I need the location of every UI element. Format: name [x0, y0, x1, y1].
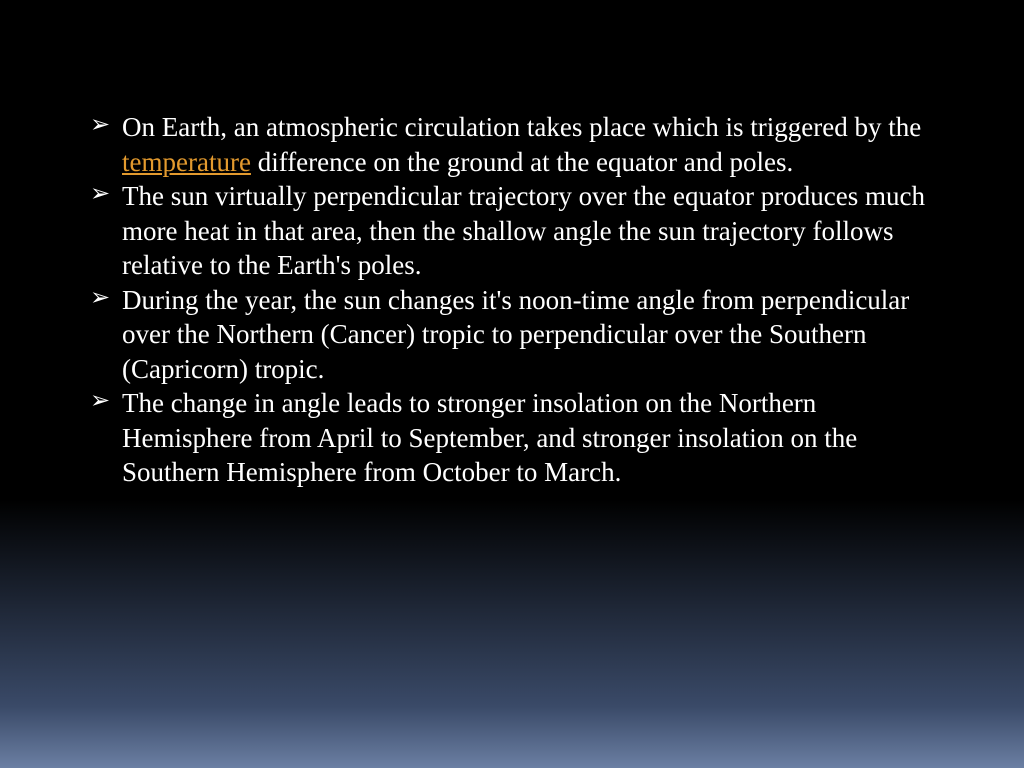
bullet-text-post: difference on the ground at the equator … [251, 147, 793, 177]
bullet-text: The sun virtually perpendicular trajecto… [122, 181, 925, 280]
bullet-text: During the year, the sun changes it's no… [122, 285, 909, 384]
slide-body: On Earth, an atmospheric circulation tak… [0, 0, 1024, 490]
bullet-list: On Earth, an atmospheric circulation tak… [90, 110, 934, 490]
bullet-item: The change in angle leads to stronger in… [90, 386, 934, 490]
bullet-item: On Earth, an atmospheric circulation tak… [90, 110, 934, 179]
bullet-text-pre: On Earth, an atmospheric circulation tak… [122, 112, 921, 142]
bullet-text: The change in angle leads to stronger in… [122, 388, 857, 487]
bullet-item: The sun virtually perpendicular trajecto… [90, 179, 934, 283]
temperature-link[interactable]: temperature [122, 147, 251, 177]
bullet-item: During the year, the sun changes it's no… [90, 283, 934, 387]
